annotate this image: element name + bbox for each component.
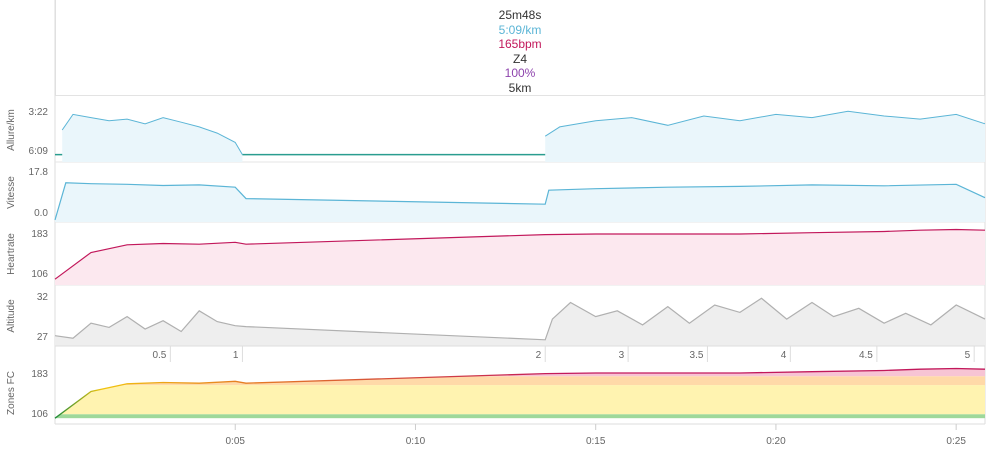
summary-header: 25m48s 5:09/km 165bpm Z4 100% 5km	[55, 0, 985, 96]
series-line-1	[54, 182, 986, 221]
time-tick-label: 0:20	[766, 436, 786, 447]
pace-line	[544, 110, 986, 137]
zone-band	[55, 385, 985, 415]
summary-percent: 100%	[504, 66, 536, 81]
summary-zone: Z4	[512, 51, 527, 66]
series-area-1	[55, 182, 985, 222]
y-axis-label: Heartrate	[6, 233, 17, 275]
pace-area	[62, 114, 243, 162]
y-tick-label: 27	[37, 332, 49, 343]
y-tick-label: 32	[37, 292, 49, 303]
distance-tick-label: 0.5	[152, 350, 166, 361]
series-line-2	[54, 228, 986, 280]
distance-tick-label: 5	[965, 350, 971, 361]
distance-tick-label: 4	[781, 350, 787, 361]
summary-distance: 5km	[508, 80, 532, 95]
series-line-3	[54, 297, 986, 341]
summary-duration: 25m48s	[498, 8, 542, 22]
y-tick-label: 183	[31, 229, 48, 240]
y-axis-label: Vitesse	[6, 176, 17, 209]
distance-tick-label: 3	[619, 350, 625, 361]
y-tick-label: 0.0	[34, 208, 48, 219]
distance-tick-label: 3.5	[690, 350, 704, 361]
pace-area	[545, 111, 985, 162]
summary-pace: 5:09/km	[498, 22, 542, 37]
distance-tick-label: 2	[536, 350, 542, 361]
y-tick-label: 6:09	[29, 146, 49, 157]
pace-line	[61, 113, 243, 155]
distance-tick-label: 1	[233, 350, 239, 361]
y-axis-label: Allure/km	[6, 109, 17, 151]
series-area-3	[55, 298, 985, 346]
y-tick-label: 3:22	[29, 107, 49, 118]
summary-heartrate: 165bpm	[498, 37, 542, 52]
y-tick-label: 183	[31, 369, 48, 380]
y-tick-label: 106	[31, 409, 48, 420]
distance-tick-label: 4.5	[859, 350, 873, 361]
time-tick-label: 0:15	[586, 436, 606, 447]
y-axis-label: Altitude	[6, 299, 17, 333]
y-tick-label: 17.8	[29, 167, 49, 178]
time-tick-label: 0:10	[406, 436, 426, 447]
zones-hr-line	[54, 367, 986, 419]
zone-band	[55, 376, 985, 386]
time-tick-label: 0:25	[946, 436, 966, 447]
series-area-2	[55, 229, 985, 285]
zone-band	[55, 414, 985, 419]
time-tick-label: 0:05	[225, 436, 245, 447]
y-tick-label: 106	[31, 269, 48, 280]
y-axis-label: Zones FC	[6, 371, 17, 415]
